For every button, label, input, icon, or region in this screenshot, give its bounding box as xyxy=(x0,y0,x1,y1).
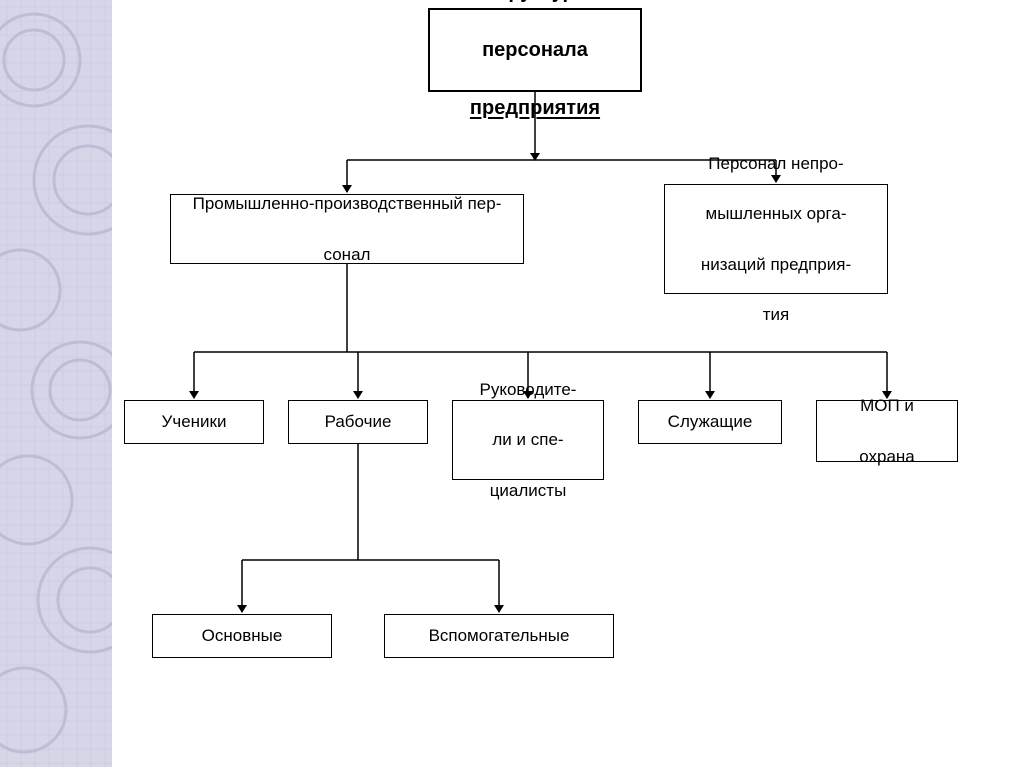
node-nonindustrial-personnel: Персонал непро- мышленных орга- низаций … xyxy=(664,184,888,294)
node-industrial-personnel: Промышленно-производственный пер- сонал xyxy=(170,194,524,264)
right2-line4: тия xyxy=(695,300,857,329)
right2-line1: Персонал непро- xyxy=(695,149,857,178)
node-apprentices: Ученики xyxy=(124,400,264,444)
sidebar-ornament xyxy=(0,0,112,767)
diagram-stage: Структура персонала предприятия Промышле… xyxy=(112,0,1024,767)
root-line3: предприятия xyxy=(464,92,606,125)
g1-label: Основные xyxy=(196,621,289,650)
node-root: Структура персонала предприятия xyxy=(428,8,642,92)
node-managers-specialists: Руководите- ли и спе- циалисты xyxy=(452,400,604,480)
node-clerks: Служащие xyxy=(638,400,782,444)
right2-line3: низаций предприя- xyxy=(695,250,857,279)
c4-label: Служащие xyxy=(662,407,759,436)
left2-line2: сонал xyxy=(187,240,508,269)
g2-label: Вспомогательные xyxy=(423,621,576,650)
c1-label: Ученики xyxy=(156,407,233,436)
node-main-workers: Основные xyxy=(152,614,332,658)
left2-line1: Промышленно-производственный пер- xyxy=(187,189,508,218)
root-line1: Структура xyxy=(464,0,606,9)
root-line2: персонала xyxy=(464,34,606,67)
node-mop-security: МОП и охрана xyxy=(816,400,958,462)
decorative-sidebar xyxy=(0,0,112,767)
node-workers: Рабочие xyxy=(288,400,428,444)
c3-line2: ли и спе- xyxy=(474,425,583,454)
c3-line3: циалисты xyxy=(474,476,583,505)
c5-line1: МОП и xyxy=(853,391,921,420)
c2-label: Рабочие xyxy=(319,407,398,436)
node-auxiliary-workers: Вспомогательные xyxy=(384,614,614,658)
c3-line1: Руководите- xyxy=(474,375,583,404)
right2-line2: мышленных орга- xyxy=(695,199,857,228)
c5-line2: охрана xyxy=(853,442,921,471)
